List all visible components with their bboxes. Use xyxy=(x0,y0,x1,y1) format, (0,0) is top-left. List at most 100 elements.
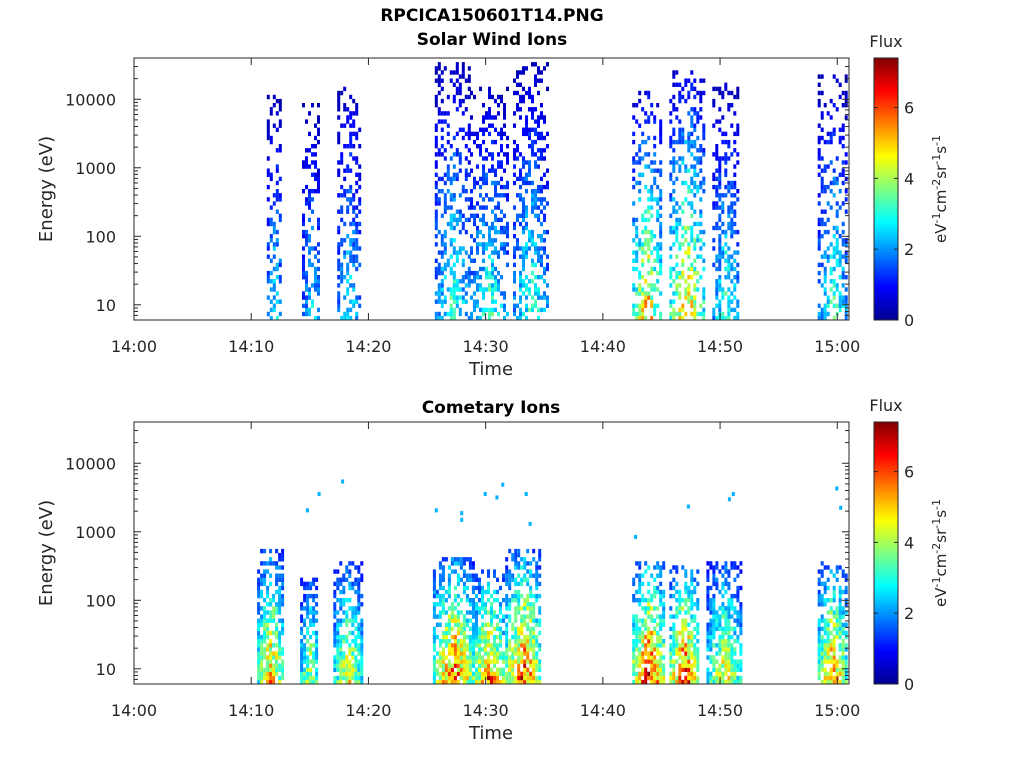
flux-cell xyxy=(632,626,636,632)
flux-cell xyxy=(659,234,663,239)
flux-cell xyxy=(278,606,282,611)
flux-cell xyxy=(517,667,521,672)
flux-cell xyxy=(339,655,343,660)
flux-cell xyxy=(452,291,456,296)
flux-cell xyxy=(269,675,273,681)
flux-cell xyxy=(844,176,848,182)
solar-wind-panel: 14:00 14:10 14:20 14:30 14:40 14:50 15:00 1010… xyxy=(36,32,950,380)
flux-cell xyxy=(736,598,740,603)
flux-cell xyxy=(739,651,743,656)
flux-cell xyxy=(653,180,657,186)
y-tick-label: 100 xyxy=(85,227,116,246)
flux-cell xyxy=(662,565,666,570)
flux-cell xyxy=(641,107,645,112)
flux-cell xyxy=(538,553,542,558)
flux-cell xyxy=(653,160,657,165)
flux-cell xyxy=(835,667,839,672)
flux-cell xyxy=(506,193,509,198)
flux-cell xyxy=(817,148,821,153)
flux-cell xyxy=(647,675,651,681)
flux-cell xyxy=(500,225,503,231)
flux-cell xyxy=(441,671,445,677)
flux-cell xyxy=(308,217,311,223)
flux-cell xyxy=(835,663,839,668)
flux-cell xyxy=(461,184,465,190)
flux-cell xyxy=(693,287,697,292)
flux-cell xyxy=(309,647,313,652)
flux-cell xyxy=(517,639,521,644)
flux-cell xyxy=(481,598,484,603)
flux-cell xyxy=(678,94,682,100)
flux-cell xyxy=(687,598,691,603)
flux-cell xyxy=(650,593,654,599)
flux-cell xyxy=(511,553,515,558)
flux-cell xyxy=(281,602,285,607)
flux-cell xyxy=(446,221,450,227)
flux-cell xyxy=(647,189,651,194)
flux-cell xyxy=(476,303,479,308)
flux-cell xyxy=(443,250,447,255)
flux-cell xyxy=(736,315,740,321)
flux-cell xyxy=(348,647,352,652)
flux-cell xyxy=(647,630,651,636)
flux-cell xyxy=(531,139,534,145)
flux-cell xyxy=(690,164,694,169)
flux-cell xyxy=(829,639,833,644)
flux-cell xyxy=(525,66,528,71)
flux-cell xyxy=(272,193,276,198)
flux-cell xyxy=(641,258,645,263)
flux-cell xyxy=(266,168,270,173)
flux-cell xyxy=(715,643,719,648)
flux-cell xyxy=(662,671,666,677)
flux-cell xyxy=(529,626,533,632)
flux-cell xyxy=(730,180,734,186)
flux-cell xyxy=(531,152,534,157)
flux-cell xyxy=(721,254,725,259)
flux-cell xyxy=(465,679,469,685)
flux-cell xyxy=(505,573,509,578)
flux-cell xyxy=(675,679,679,685)
flux-cell xyxy=(309,634,313,640)
flux-cell xyxy=(709,585,713,591)
flux-cell xyxy=(826,311,830,317)
flux-cell xyxy=(263,626,267,632)
flux-cell xyxy=(352,205,356,210)
flux-cell xyxy=(444,626,448,632)
flux-cell xyxy=(844,209,848,214)
flux-cell xyxy=(715,221,719,227)
flux-cell xyxy=(266,610,270,615)
flux-cell xyxy=(438,598,442,603)
flux-cell xyxy=(488,123,491,128)
flux-cell xyxy=(534,246,537,251)
flux-cell xyxy=(447,659,451,664)
flux-cell xyxy=(644,303,648,308)
flux-cell xyxy=(826,639,830,644)
flux-cell xyxy=(832,193,836,198)
flux-cell xyxy=(266,626,270,632)
flux-cell xyxy=(453,569,457,574)
flux-cell xyxy=(678,221,682,227)
flux-cell xyxy=(699,311,703,317)
flux-cell xyxy=(443,148,447,153)
flux-cell xyxy=(820,127,824,132)
flux-cell xyxy=(355,107,359,112)
flux-cell xyxy=(440,287,444,292)
flux-cell xyxy=(434,221,438,227)
flux-cell xyxy=(669,299,673,304)
flux-cell xyxy=(485,275,488,280)
flux-cell xyxy=(653,283,657,288)
flux-cell xyxy=(444,589,448,595)
flux-cell xyxy=(672,643,676,648)
flux-cell xyxy=(452,283,456,288)
flux-cell xyxy=(724,643,728,648)
flux-cell xyxy=(306,610,310,615)
flux-cell xyxy=(491,258,494,263)
flux-cell xyxy=(693,663,697,668)
flux-cell xyxy=(709,647,713,652)
flux-cell xyxy=(478,667,481,672)
flux-cell xyxy=(638,238,642,243)
flux-cell xyxy=(272,679,276,685)
flux-cell xyxy=(519,299,522,304)
flux-cell xyxy=(257,589,261,595)
flux-cell xyxy=(461,135,465,141)
